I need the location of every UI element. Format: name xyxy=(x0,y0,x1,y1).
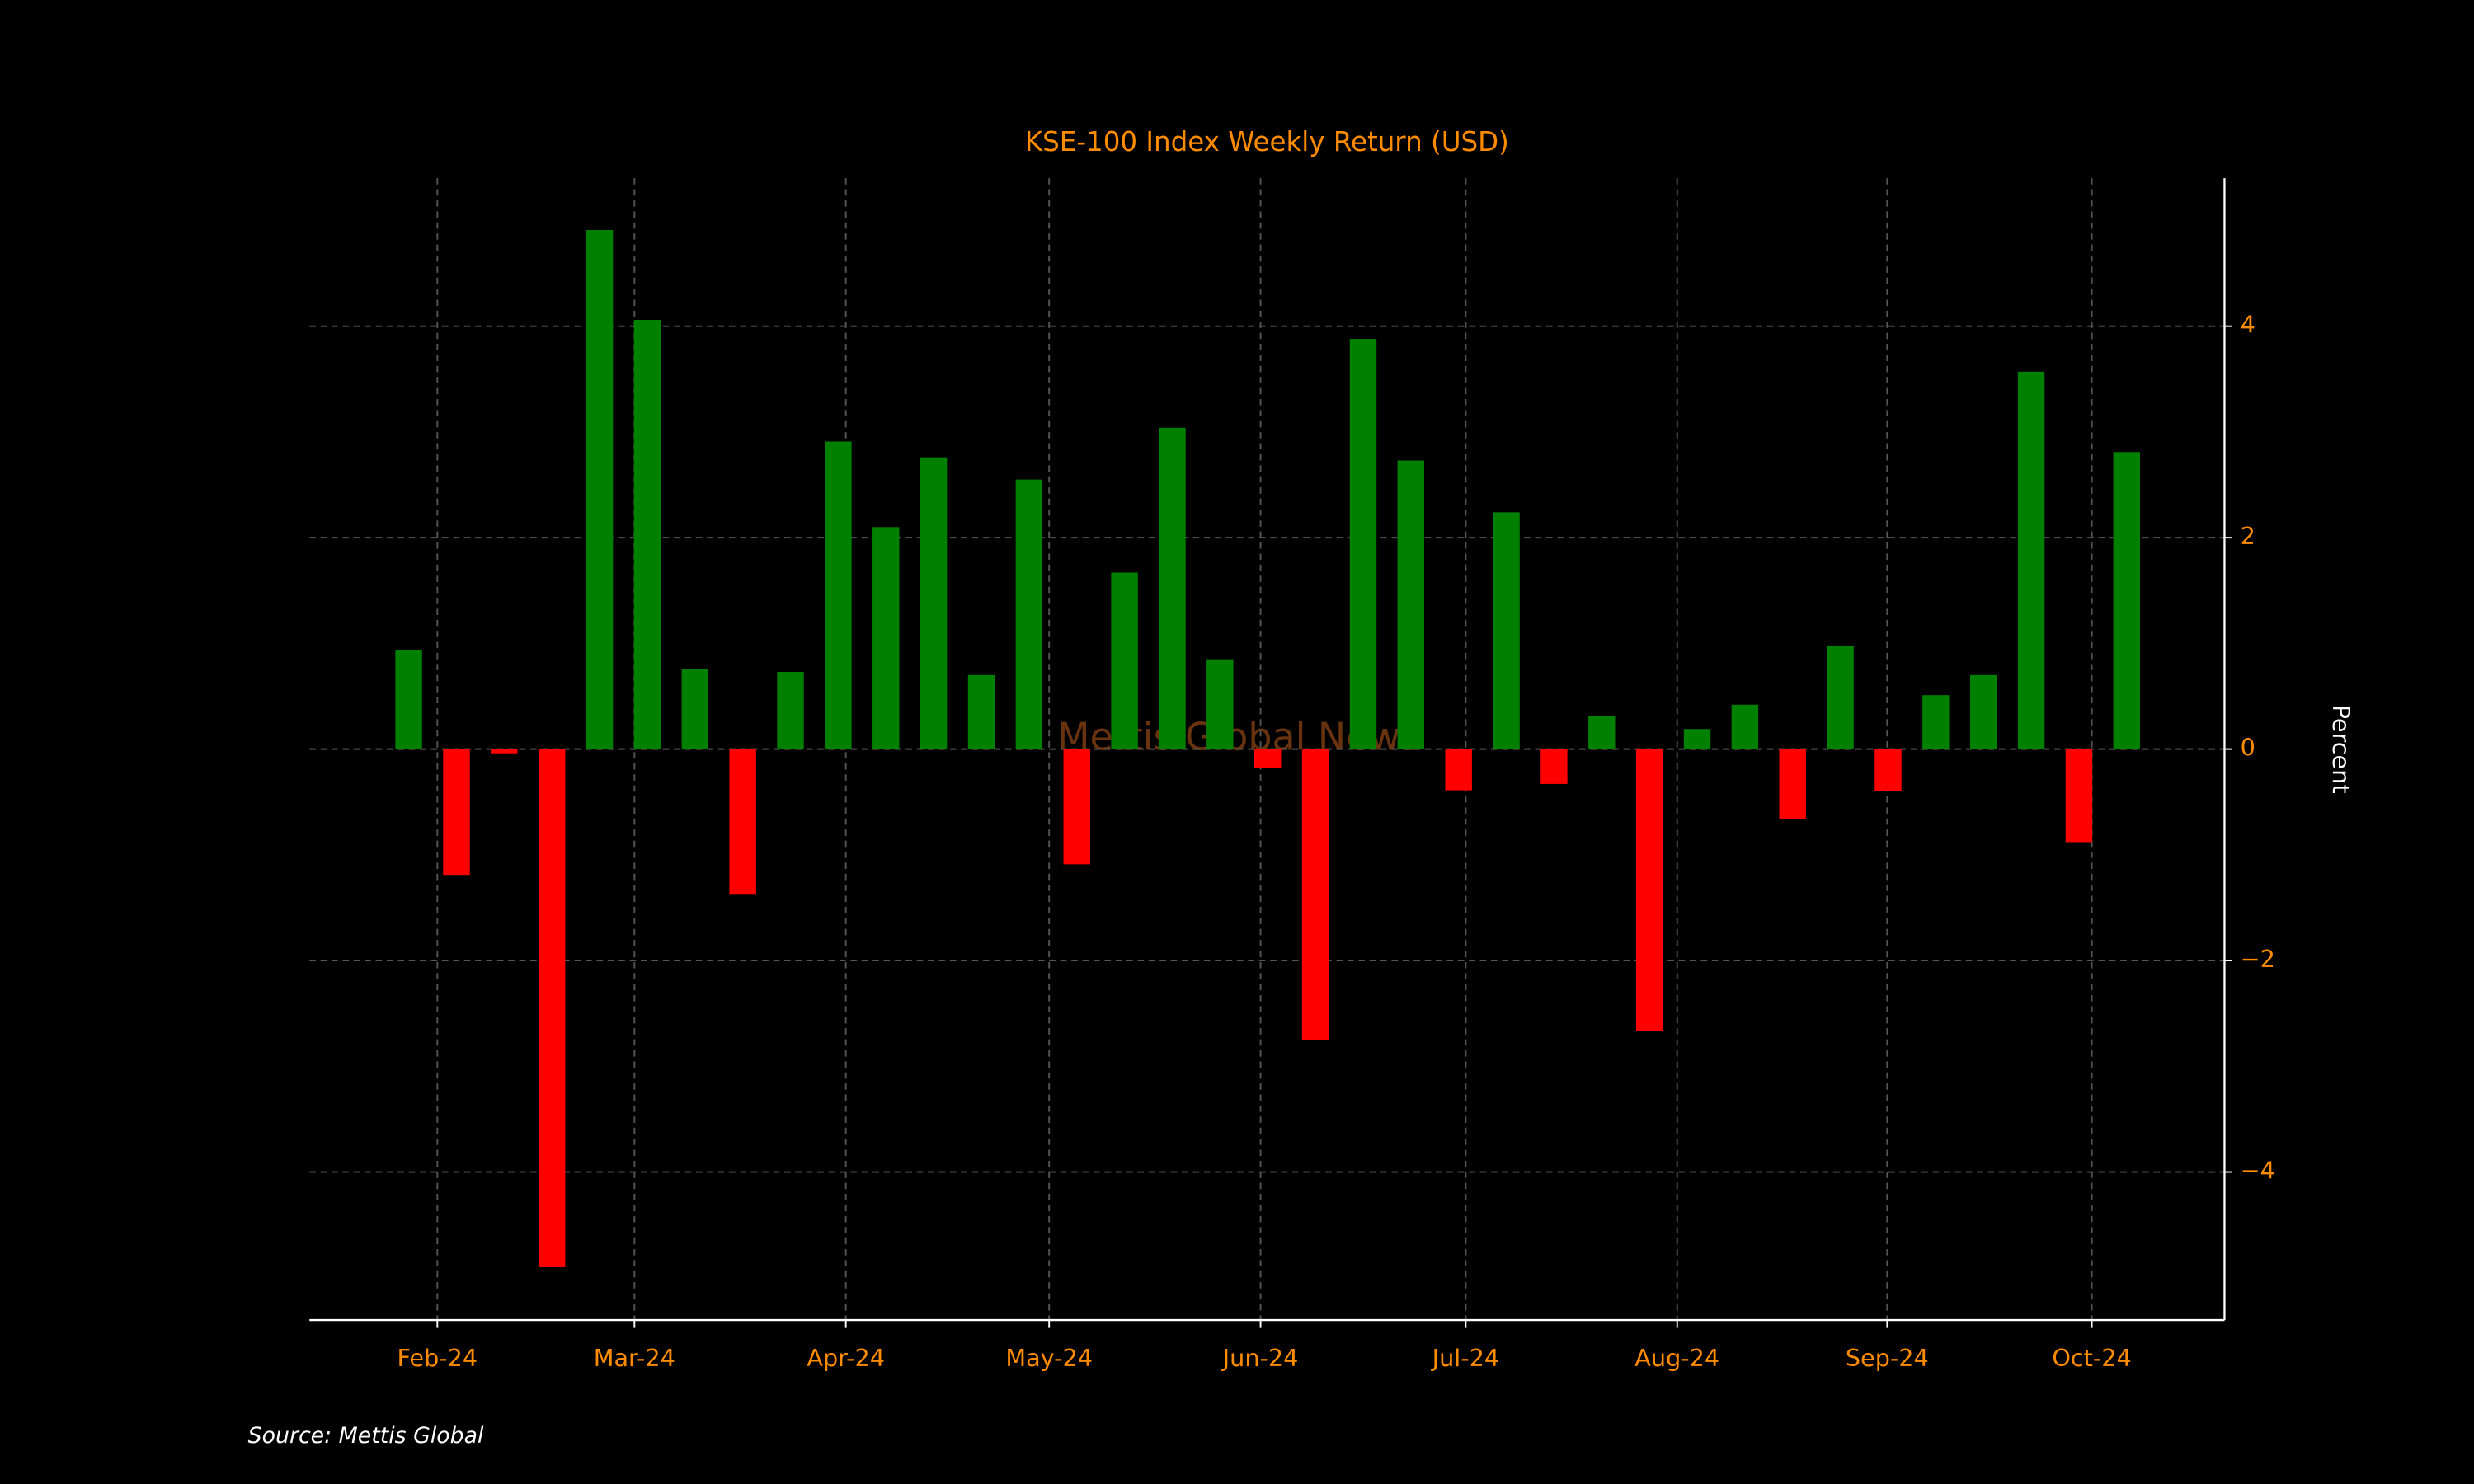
chart-title: KSE-100 Index Weekly Return (USD) xyxy=(1025,126,1509,157)
bar xyxy=(1349,339,1377,749)
bar xyxy=(1922,695,1950,749)
x-tick-label: Jul-24 xyxy=(1431,1344,1499,1372)
bar xyxy=(1731,704,1759,749)
bar xyxy=(2065,749,2093,843)
bar xyxy=(586,229,614,749)
x-tick-label: May-24 xyxy=(1005,1344,1093,1372)
bar xyxy=(1540,749,1568,784)
bar xyxy=(1159,427,1186,749)
source-note: Source: Mettis Global xyxy=(248,1423,484,1449)
bar xyxy=(872,527,900,749)
bar xyxy=(1445,749,1472,791)
bar xyxy=(633,319,661,749)
x-tick-label: Oct-24 xyxy=(2052,1344,2131,1372)
bar xyxy=(443,749,470,876)
y-tick-label: 4 xyxy=(2241,311,2255,339)
bar xyxy=(1874,749,1902,791)
bar xyxy=(539,749,566,1267)
y-axis-label: Percent xyxy=(2327,705,2355,794)
y-tick-label: 0 xyxy=(2241,734,2255,762)
bar xyxy=(1588,716,1616,749)
x-tick-label: Mar-24 xyxy=(594,1344,675,1372)
y-tick-label: −2 xyxy=(2241,945,2275,973)
bar xyxy=(825,441,852,749)
bar xyxy=(1779,749,1806,819)
bar xyxy=(1683,729,1711,749)
bar xyxy=(2113,452,2141,749)
x-tick-label: Aug-24 xyxy=(1634,1344,1719,1372)
bar xyxy=(1827,645,1854,749)
x-tick-label: Jun-24 xyxy=(1221,1344,1299,1372)
bar xyxy=(1970,674,1997,749)
y-tick-label: 2 xyxy=(2241,522,2255,550)
bar xyxy=(491,749,518,754)
bar xyxy=(1254,749,1282,768)
bar xyxy=(777,671,804,749)
x-tick-label: Feb-24 xyxy=(397,1344,477,1372)
bar xyxy=(1635,749,1663,1031)
bar xyxy=(1397,460,1425,749)
bar xyxy=(1111,572,1138,749)
bar xyxy=(729,749,756,895)
bar xyxy=(1206,659,1234,749)
bar xyxy=(2017,371,2045,749)
x-tick-label: Sep-24 xyxy=(1846,1344,1929,1372)
bar xyxy=(395,650,422,749)
bar xyxy=(1015,479,1043,749)
bar xyxy=(967,674,995,749)
y-tick-label: −4 xyxy=(2241,1157,2275,1185)
bar xyxy=(1493,512,1520,749)
bar xyxy=(681,669,709,749)
bar xyxy=(1063,749,1090,865)
bar xyxy=(920,457,948,749)
x-tick-label: Apr-24 xyxy=(807,1344,885,1372)
bar xyxy=(1301,749,1329,1040)
